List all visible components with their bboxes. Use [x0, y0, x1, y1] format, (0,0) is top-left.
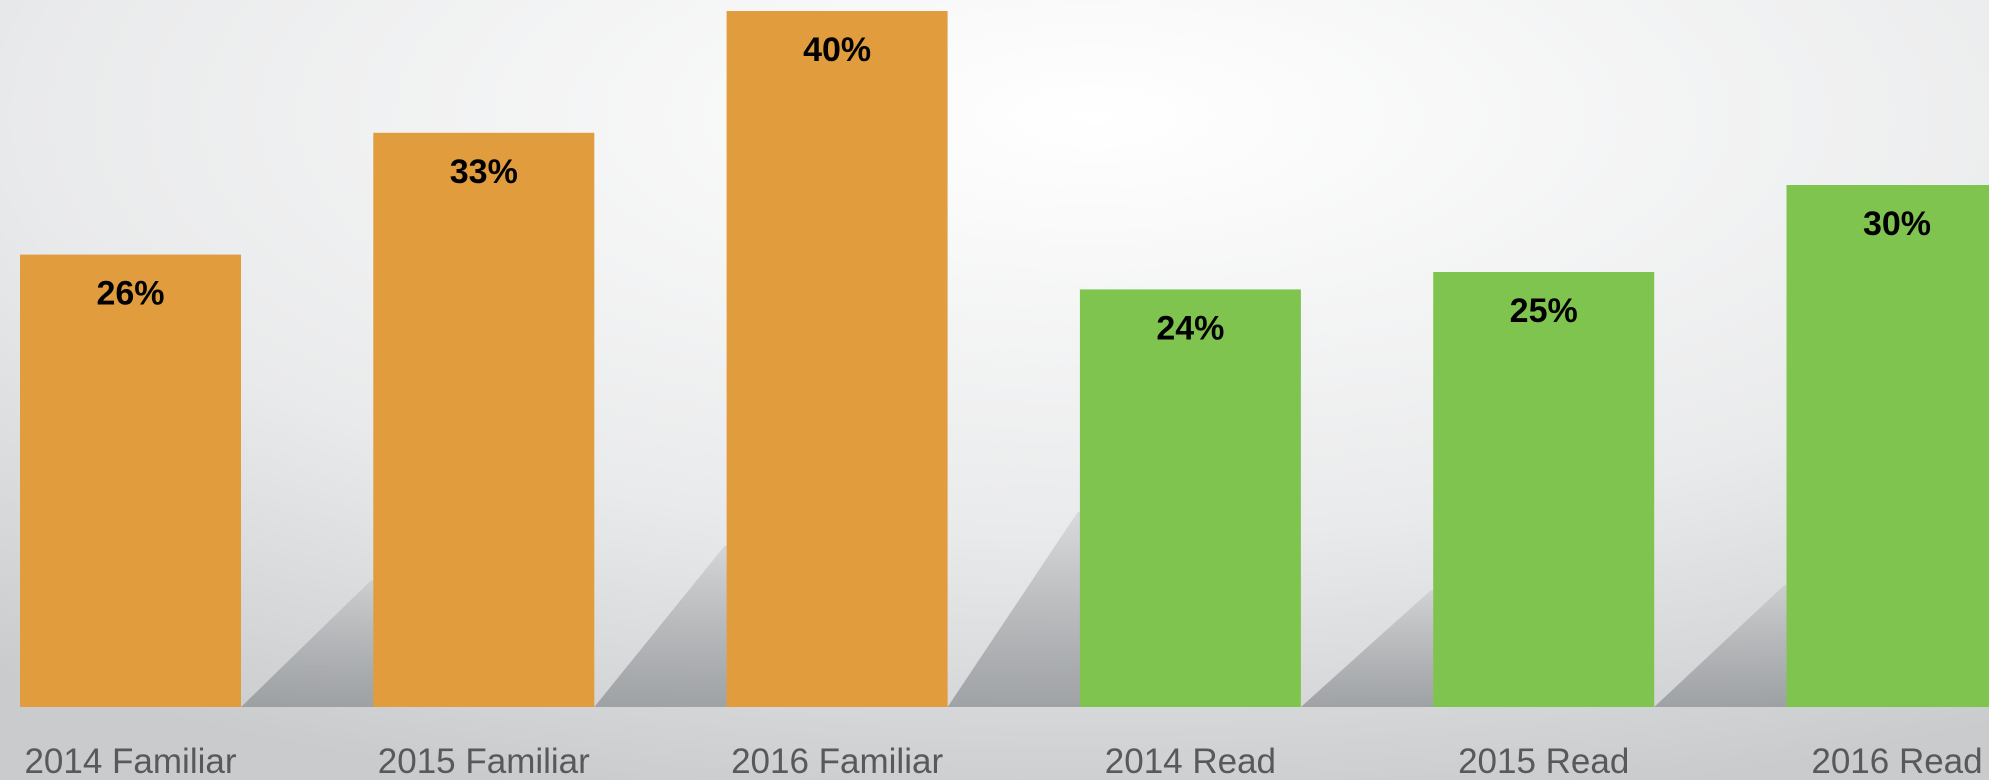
- value-label: 26%: [96, 275, 164, 313]
- x-tick-label: 2014 Familiar: [24, 742, 236, 780]
- x-tick-label: 2016 Familiar: [731, 742, 943, 780]
- value-label: 24%: [1156, 309, 1224, 347]
- x-tick-label: 2014 Read: [1105, 742, 1276, 780]
- bar: [726, 11, 948, 707]
- bar: [1433, 272, 1655, 707]
- x-tick-label: 2015 Read: [1458, 742, 1629, 780]
- x-tick-label: 2015 Familiar: [378, 742, 590, 780]
- value-label: 33%: [450, 153, 518, 191]
- value-label: 25%: [1510, 292, 1578, 330]
- value-label: 40%: [803, 31, 871, 69]
- bar: [20, 254, 241, 707]
- bar: [373, 132, 595, 708]
- bar: [1786, 185, 1989, 707]
- bar: [1079, 289, 1301, 707]
- value-label: 30%: [1863, 205, 1931, 243]
- x-tick-label: 2016 Read: [1811, 742, 1982, 780]
